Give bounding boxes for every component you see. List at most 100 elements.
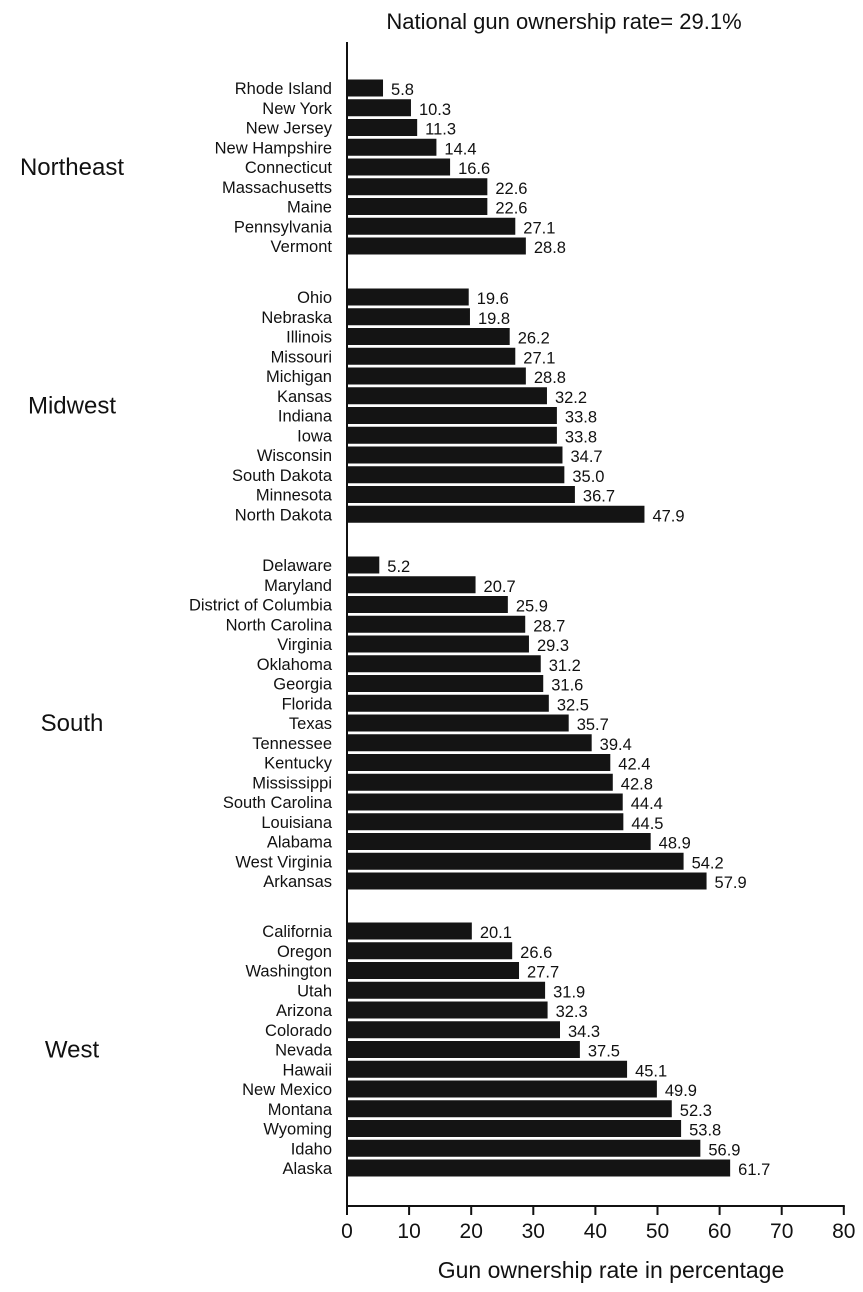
state-label-minnesota: Minnesota: [256, 487, 333, 505]
value-label-north-dakota: 47.9: [652, 507, 684, 525]
bar-maine: [348, 198, 488, 215]
value-label-new-jersey: 11.3: [425, 121, 456, 139]
state-label-vermont: Vermont: [271, 238, 333, 256]
state-label-indiana: Indiana: [278, 408, 333, 426]
value-label-maryland: 20.7: [484, 578, 516, 596]
value-label-arkansas: 57.9: [715, 874, 747, 892]
bar-nebraska: [348, 308, 470, 326]
value-label-district-of-columbia: 25.9: [516, 598, 548, 616]
state-label-illinois: Illinois: [286, 329, 332, 347]
bar-colorado: [348, 1021, 561, 1039]
state-label-michigan: Michigan: [266, 368, 332, 386]
state-label-alabama: Alabama: [267, 834, 333, 852]
value-label-ohio: 19.6: [477, 290, 509, 308]
value-label-west-virginia: 54.2: [692, 854, 724, 872]
value-label-mississippi: 42.8: [621, 775, 653, 793]
bar-alaska: [348, 1159, 731, 1177]
value-label-alaska: 61.7: [738, 1161, 770, 1179]
value-label-rhode-island: 5.8: [391, 81, 414, 99]
state-label-alaska: Alaska: [282, 1160, 332, 1178]
x-tick-label-0: 0: [341, 1220, 353, 1243]
state-label-new-york: New York: [262, 100, 332, 118]
value-label-utah: 31.9: [553, 983, 585, 1001]
state-label-rhode-island: Rhode Island: [235, 80, 332, 98]
state-label-pennsylvania: Pennsylvania: [234, 218, 333, 236]
bar-montana: [348, 1100, 672, 1118]
bar-wyoming: [348, 1120, 682, 1137]
value-label-minnesota: 36.7: [583, 488, 615, 506]
bar-michigan: [348, 367, 526, 385]
bar-mississippi: [348, 773, 613, 791]
bar-pennsylvania: [348, 217, 516, 235]
state-label-mississippi: Mississippi: [252, 774, 332, 792]
state-label-wisconsin: Wisconsin: [257, 447, 332, 465]
state-label-arkansas: Arkansas: [263, 873, 332, 891]
state-label-south-dakota: South Dakota: [232, 467, 333, 485]
bar-new-jersey: [348, 119, 418, 136]
bar-california: [348, 922, 472, 940]
region-label-northeast: Northeast: [20, 154, 124, 181]
value-label-tennessee: 39.4: [600, 736, 632, 754]
bar-vermont: [348, 237, 526, 255]
bar-new-mexico: [348, 1080, 657, 1098]
state-label-new-hampshire: New Hampshire: [215, 139, 332, 157]
value-label-michigan: 28.8: [534, 369, 566, 387]
state-label-california: California: [262, 923, 333, 941]
bar-kansas: [348, 387, 547, 405]
state-label-kentucky: Kentucky: [264, 755, 333, 773]
value-label-oregon: 26.6: [520, 944, 552, 962]
bar-oklahoma: [348, 655, 541, 673]
state-label-massachusetts: Massachusetts: [222, 179, 332, 197]
bar-minnesota: [348, 486, 575, 503]
bar-kentucky: [348, 754, 611, 771]
value-label-hawaii: 45.1: [635, 1062, 667, 1080]
bar-connecticut: [348, 158, 451, 176]
x-tick-label-20: 20: [460, 1220, 483, 1243]
bar-rhode-island: [348, 79, 384, 97]
bar-tennessee: [348, 734, 592, 752]
state-label-north-carolina: North Carolina: [226, 616, 333, 634]
value-label-pennsylvania: 27.1: [523, 219, 555, 237]
bar-arizona: [348, 1001, 548, 1019]
region-label-midwest: Midwest: [28, 393, 116, 420]
value-label-georgia: 31.6: [551, 677, 583, 695]
value-label-alabama: 48.9: [659, 835, 691, 853]
bar-massachusetts: [348, 178, 488, 196]
state-label-montana: Montana: [268, 1101, 333, 1119]
state-label-iowa: Iowa: [297, 427, 333, 445]
bar-georgia: [348, 675, 544, 692]
value-label-texas: 35.7: [577, 716, 609, 734]
value-label-wyoming: 53.8: [689, 1122, 721, 1140]
value-label-virginia: 29.3: [537, 637, 569, 655]
bar-utah: [348, 981, 546, 999]
bar-nevada: [348, 1041, 580, 1058]
bar-north-carolina: [348, 615, 526, 633]
value-label-new-mexico: 49.9: [665, 1082, 697, 1100]
bar-texas: [348, 714, 569, 732]
bar-hawaii: [348, 1060, 628, 1078]
state-label-new-jersey: New Jersey: [246, 120, 333, 138]
value-label-vermont: 28.8: [534, 239, 566, 257]
value-label-california: 20.1: [480, 924, 512, 942]
state-label-virginia: Virginia: [277, 636, 333, 654]
state-label-new-mexico: New Mexico: [242, 1081, 332, 1099]
bar-delaware: [348, 556, 380, 574]
state-label-wyoming: Wyoming: [263, 1121, 332, 1139]
x-tick-label-80: 80: [832, 1220, 855, 1243]
bar-idaho: [348, 1139, 701, 1157]
value-label-connecticut: 16.6: [458, 160, 490, 178]
value-label-south-carolina: 44.4: [631, 795, 663, 813]
region-label-west: West: [45, 1037, 100, 1064]
value-label-florida: 32.5: [557, 696, 589, 714]
state-label-texas: Texas: [289, 715, 332, 733]
state-label-oklahoma: Oklahoma: [257, 656, 333, 674]
state-label-florida: Florida: [282, 695, 333, 713]
x-tick-label-50: 50: [646, 1220, 669, 1243]
bar-wisconsin: [348, 446, 563, 464]
axes-layer: 0 10 20 30 40 50 60 70 80: [341, 42, 855, 1243]
x-tick-label-10: 10: [397, 1220, 420, 1243]
bar-virginia: [348, 635, 529, 653]
state-label-nevada: Nevada: [275, 1042, 333, 1060]
bar-illinois: [348, 328, 510, 345]
